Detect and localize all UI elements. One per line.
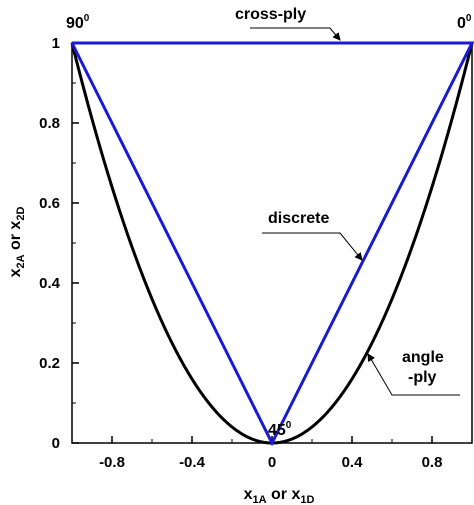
annotation-0-deg: 00: [457, 13, 472, 32]
y-axis-ticks: 0 0.2 0.4 0.6 0.8 1: [39, 35, 79, 452]
y-axis-title: x2A or x2D: [7, 207, 27, 278]
arrow-angle-ply: [367, 353, 460, 396]
y-tick-label: 0.4: [39, 275, 61, 292]
y-tick-label: 0.6: [39, 195, 60, 212]
annotation-cross-ply: cross-ply: [235, 6, 306, 23]
arrow-cross-ply: [250, 27, 341, 41]
x-axis-ticks: -0.8 -0.4 0 0.4 0.8: [71, 436, 473, 471]
annotation-angle-line2: -ply: [408, 369, 437, 386]
y-tick-label: 0.8: [39, 115, 60, 132]
x-tick-label: 0.8: [422, 454, 443, 471]
series-discrete-triangle: [70, 41, 474, 447]
annotation-discrete: discrete: [268, 210, 329, 227]
annotation-angle-line1: angle: [402, 349, 444, 366]
annotation-90-deg: 900: [66, 13, 90, 32]
x-tick-label: 0: [268, 454, 276, 471]
y-tick-label: 0.2: [39, 355, 60, 372]
arrow-discrete: [262, 232, 363, 261]
x-tick-label: -0.8: [99, 454, 125, 471]
x-axis-title: x1A or x1D: [244, 486, 315, 505]
y-tick-label: 0: [52, 435, 60, 452]
annotation-45-deg: 450: [268, 420, 292, 439]
y-tick-label: 1: [52, 35, 60, 52]
x-tick-label: -0.4: [179, 454, 206, 471]
x-tick-label: 0.4: [342, 454, 364, 471]
